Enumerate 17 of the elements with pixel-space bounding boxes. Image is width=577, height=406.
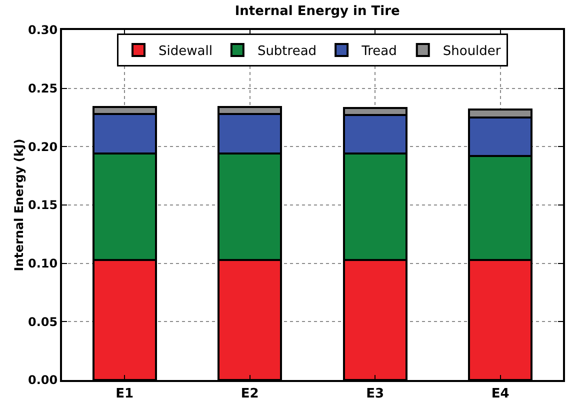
y-axis-title: Internal Energy (kJ) bbox=[12, 138, 26, 272]
legend-label: Sidewall bbox=[158, 44, 212, 60]
legend-label: Subtread bbox=[257, 44, 317, 60]
chart-title: Internal Energy in Tire bbox=[234, 4, 400, 20]
legend-label: Shoulder bbox=[442, 44, 502, 60]
y-tick-label: 0.00 bbox=[28, 373, 58, 388]
x-tick-label: E1 bbox=[116, 386, 134, 402]
y-tick-label: 0.05 bbox=[28, 314, 58, 329]
y-tick-label: 0.20 bbox=[28, 140, 58, 154]
y-tick-label: 0.10 bbox=[28, 256, 58, 271]
x-tick-label: E2 bbox=[240, 386, 259, 402]
x-tick-label: E4 bbox=[491, 386, 510, 402]
y-tick-label: 0.15 bbox=[28, 198, 58, 212]
y-tick-label: 0.25 bbox=[28, 82, 58, 96]
legend-label: Tread bbox=[360, 44, 397, 60]
y-tick-label: 0.30 bbox=[28, 23, 58, 38]
x-tick-label: E3 bbox=[366, 386, 384, 402]
